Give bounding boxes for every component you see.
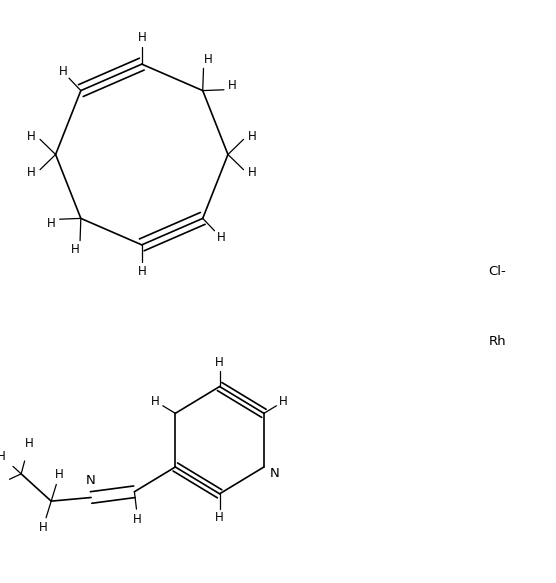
- Text: H: H: [58, 65, 67, 78]
- Text: H: H: [0, 449, 6, 462]
- Text: H: H: [215, 356, 224, 369]
- Text: Rh: Rh: [489, 335, 507, 347]
- Text: N: N: [86, 473, 96, 486]
- Text: H: H: [137, 265, 146, 278]
- Text: Cl-: Cl-: [489, 265, 507, 278]
- Text: H: H: [279, 395, 288, 408]
- Text: H: H: [215, 511, 224, 524]
- Text: H: H: [248, 130, 257, 143]
- Text: H: H: [38, 521, 47, 534]
- Text: H: H: [203, 53, 212, 66]
- Text: H: H: [216, 231, 225, 244]
- Text: H: H: [133, 513, 142, 526]
- Text: H: H: [25, 437, 34, 449]
- Text: H: H: [137, 31, 146, 44]
- Text: N: N: [270, 467, 279, 480]
- Text: H: H: [151, 395, 160, 408]
- Text: H: H: [55, 468, 64, 481]
- Text: H: H: [47, 217, 56, 230]
- Text: H: H: [71, 243, 80, 256]
- Text: H: H: [228, 79, 236, 92]
- Text: H: H: [27, 130, 36, 143]
- Text: H: H: [248, 166, 257, 179]
- Text: H: H: [27, 166, 36, 179]
